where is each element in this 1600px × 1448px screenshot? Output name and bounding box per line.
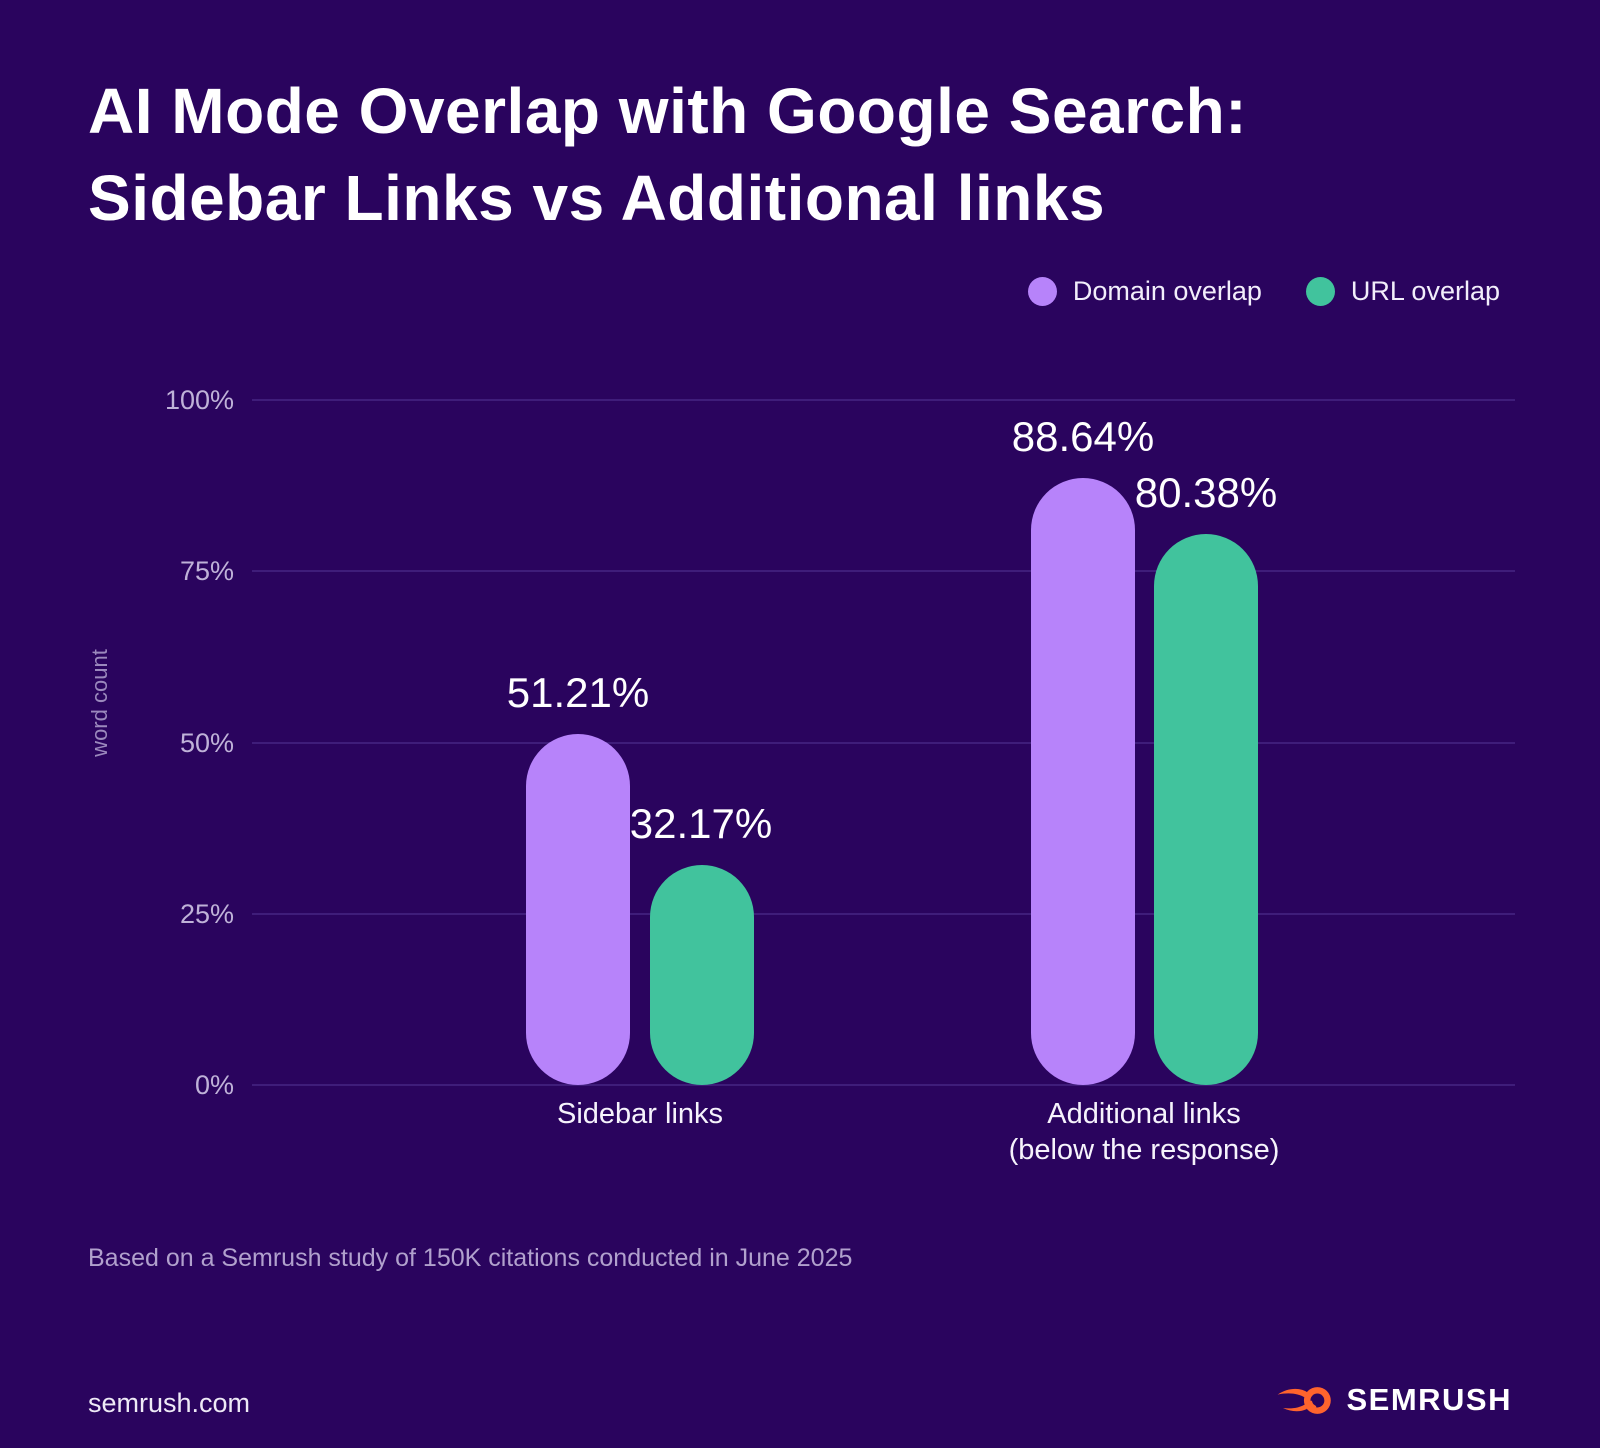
semrush-wordmark: SEMRUSH	[1346, 1382, 1512, 1417]
bar-url-overlap-additional-links	[1154, 534, 1258, 1085]
legend-label-url-overlap: URL overlap	[1350, 276, 1500, 306]
gridline-0%	[252, 1084, 1515, 1086]
gridline-75%	[252, 570, 1515, 573]
chart-title-line1: AI Mode Overlap with Google Search:	[88, 75, 1248, 147]
bar-domain-overlap-additional-links	[1031, 477, 1135, 1085]
value-label-url-overlap-sidebar-links: 32.17%	[629, 799, 773, 847]
semrush-logo: SEMRUSH	[1276, 1382, 1512, 1418]
category-label-additional-links: Additional links (below the response)	[924, 1096, 1364, 1168]
legend: Domain overlap URL overlap	[1027, 276, 1500, 307]
value-label-url-overlap-additional-links: 80.38%	[1134, 469, 1278, 517]
legend-label-domain-overlap: Domain overlap	[1072, 276, 1262, 306]
gridline-25%	[252, 912, 1515, 915]
category-label-sidebar-links: Sidebar links	[420, 1096, 860, 1132]
gridline-50%	[252, 741, 1515, 744]
semrush-comet-icon	[1278, 1386, 1332, 1414]
bar-domain-overlap-sidebar-links	[526, 734, 630, 1085]
y-axis-title: word count	[87, 649, 112, 757]
y-tick-label-75%: 75%	[179, 556, 234, 587]
value-label-domain-overlap-sidebar-links: 51.21%	[506, 669, 650, 717]
bar-url-overlap-sidebar-links	[650, 864, 754, 1085]
site-url: semrush.com	[88, 1388, 251, 1418]
y-tick-label-25%: 25%	[179, 898, 234, 929]
gridline-100%	[252, 399, 1515, 401]
category-label-additional-links-line2: (below the response)	[1008, 1134, 1280, 1166]
value-label-domain-overlap-additional-links: 88.64%	[1011, 412, 1155, 460]
legend-item-url-overlap: URL overlap	[1305, 276, 1500, 307]
category-label-additional-links-line1: Additional links	[1047, 1098, 1241, 1130]
legend-dot-domain-overlap-icon	[1027, 277, 1057, 306]
y-tick-label-100%: 100%	[164, 385, 234, 415]
y-tick-label-50%: 50%	[179, 727, 234, 758]
category-label-sidebar-links-text: Sidebar links	[556, 1098, 724, 1130]
legend-item-domain-overlap: Domain overlap	[1027, 276, 1262, 307]
footnote: Based on a Semrush study of 150K citatio…	[88, 1244, 853, 1272]
chart-title: AI Mode Overlap with Google Search: Side…	[88, 68, 1508, 242]
y-tick-label-0%: 0%	[194, 1070, 234, 1100]
legend-dot-url-overlap-icon	[1305, 277, 1335, 306]
chart-title-line2: Sidebar Links vs Additional links	[88, 162, 1106, 235]
